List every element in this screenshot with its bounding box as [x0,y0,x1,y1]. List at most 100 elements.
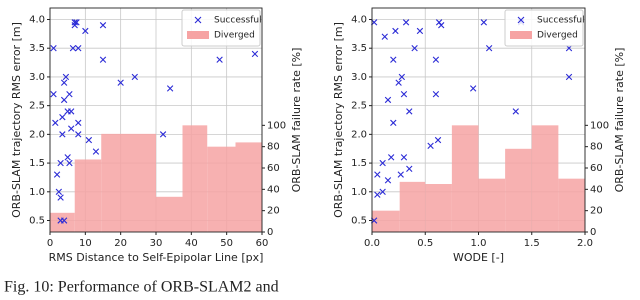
y-tick-label: 1.5 [351,158,367,169]
scatter-marker [159,131,167,138]
scatter-marker [432,56,440,63]
y-tick-label: 0.5 [29,216,45,227]
y-tick-label: 3.5 [29,43,45,54]
x-tick-label: 0 [47,238,53,249]
x-tick-label: 2.0 [577,238,593,249]
scatter-marker [99,56,107,63]
scatter-marker [52,119,59,127]
plot-frame [371,7,586,233]
x-tick-label: 20 [114,238,127,249]
scatter-marker [400,90,408,98]
y-tick-label: 4.0 [351,14,367,25]
scatter-marker [92,148,100,155]
legend-label: Diverged [214,31,255,41]
scatter-marker [427,142,434,150]
scatter-marker [416,27,424,35]
scatter-marker [374,171,381,178]
histogram-bar [505,148,532,232]
scatter-marker [406,165,413,173]
histogram-bar [74,159,102,232]
y2-tick-label: 100 [590,120,609,131]
scatter-marker [400,154,408,161]
plot-frame [49,7,263,233]
x-tick-label: 10 [79,238,92,249]
scatter-marker [565,73,573,81]
scatter-marker [71,19,78,26]
x-tick-label: 60 [256,238,269,249]
y-tick-label: 2.5 [29,101,45,112]
scatter-marker [469,85,477,92]
histogram-bar [101,133,156,232]
scatter-marker [85,136,93,144]
scatter-marker [53,171,61,178]
scatter-marker [71,22,78,29]
scatter-marker [390,56,397,63]
y2-tick-label: 100 [267,120,286,131]
y2-tick-label: 20 [590,206,603,217]
scatter-marker [66,90,73,98]
scatter-marker [384,177,392,184]
y-tick-label: 2.0 [351,129,367,140]
y2-tick-label: 20 [267,206,280,217]
scatter-marker [398,73,406,81]
scatter-marker [395,79,402,86]
scatter-marker [406,108,413,115]
x-tick-label: 0.0 [364,238,380,249]
scatter-marker [432,90,440,98]
histogram-bar [372,210,400,232]
x-axis-label: RMS Distance to Self-Epipolar Line [px] [49,251,264,264]
scatter-marker [60,217,68,224]
scatter-marker [387,154,395,161]
scatter-marker [216,56,223,63]
histogram-bar [207,146,236,232]
scatter-marker [62,73,70,81]
histogram-bar [451,125,479,232]
histogram-bar [399,181,426,232]
scatter-marker [60,79,68,86]
scatter-marker [374,191,381,198]
scatter-marker [117,79,124,86]
scatter-marker [251,50,259,58]
histogram-bar [182,125,208,232]
y-tick-label: 2.0 [29,129,45,140]
legend-marker [517,16,525,24]
histogram-bar [235,142,262,232]
x-tick-label: 1.0 [471,238,487,249]
y-axis-label: ORB-SLAM trajectory RMS error [m] [332,22,345,218]
legend-label: Diverged [537,31,578,41]
scatter-marker [75,131,82,138]
scatter-marker [60,96,68,104]
y2-axis-label: ORB-SLAM failure rate [%] [613,48,626,193]
scatter-marker [59,131,66,138]
scatter-marker [73,19,80,26]
y-tick-label: 1.0 [351,187,367,198]
scatter-marker [379,188,386,195]
scatter-marker [434,136,442,144]
scatter-marker [50,45,57,52]
scatter-marker [384,96,392,104]
legend-label: Successful [214,16,262,26]
scatter-marker [379,159,386,167]
scatter-marker [57,194,64,201]
scatter-marker [68,108,75,115]
scatter-marker [82,27,89,35]
y2-tick-label: 40 [267,184,280,195]
scatter-marker [390,119,397,127]
x-tick-label: 0.5 [417,238,433,249]
scatter-marker [66,159,73,167]
y-tick-label: 3.5 [351,43,367,54]
y2-tick-label: 60 [590,163,603,174]
y-tick-label: 3.0 [29,72,45,83]
scatter-marker [381,33,388,40]
y2-tick-label: 0 [267,227,273,238]
legend-marker [194,16,202,24]
scatter-marker [392,27,399,35]
scatter-marker [402,19,410,26]
scatter-marker [55,188,63,195]
histogram-bar [558,178,585,232]
scatter-marker [480,19,488,26]
scatter-marker [64,154,71,161]
scatter-marker [68,125,75,132]
